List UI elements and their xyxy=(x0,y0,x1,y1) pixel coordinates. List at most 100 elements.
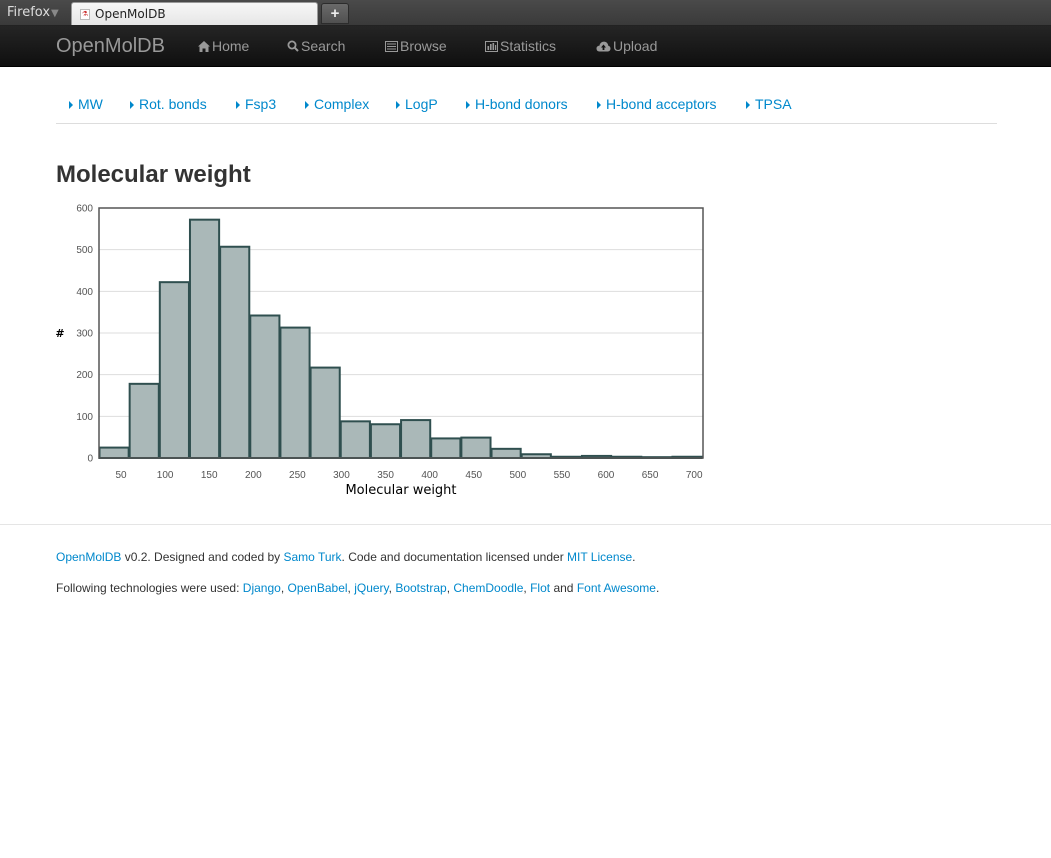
footer-bootstrap-link[interactable]: Bootstrap xyxy=(395,581,447,595)
y-axis-label: # xyxy=(55,327,64,340)
histogram-bar xyxy=(279,326,311,459)
subnav-tpsa-label: TPSA xyxy=(755,96,792,112)
histogram-bar xyxy=(98,446,130,459)
search-icon xyxy=(287,27,299,68)
flask-favicon-icon: ⚗ xyxy=(80,9,90,20)
x-axis-label: Molecular weight xyxy=(345,483,456,498)
footer-divider xyxy=(0,524,1051,525)
subnav-logp[interactable]: LogP xyxy=(396,96,438,112)
subnav-fsp3[interactable]: Fsp3 xyxy=(236,96,276,112)
browser-tab-title: OpenMolDB xyxy=(95,7,166,21)
footer-tech-intro: Following technologies were used: xyxy=(56,581,243,595)
subnav-fsp3-label: Fsp3 xyxy=(245,96,277,112)
nav-home[interactable]: Home xyxy=(198,26,249,68)
y-tick-label: 100 xyxy=(76,412,93,423)
subnav-hbond-donors[interactable]: H-bond donors xyxy=(466,96,568,112)
subnav-complex[interactable]: Complex xyxy=(305,96,369,112)
y-tick-label: 500 xyxy=(76,245,93,256)
x-tick-label: 50 xyxy=(115,470,127,481)
histogram-bar xyxy=(249,314,281,459)
subnav-rot-bonds-label: Rot. bonds xyxy=(139,96,207,112)
nav-statistics[interactable]: Statistics xyxy=(485,26,556,68)
firefox-menu-button[interactable]: Firefox▼ xyxy=(0,0,66,26)
new-tab-button[interactable]: + xyxy=(321,3,349,24)
x-tick-label: 350 xyxy=(377,470,394,481)
footer-mit-license-link[interactable]: MIT License xyxy=(567,550,633,564)
histogram-bar xyxy=(339,420,371,459)
browser-tab-strip: Firefox▼ ⚗ OpenMolDB + xyxy=(0,0,1051,26)
subnav-mw-label: MW xyxy=(78,96,103,112)
y-tick-label: 400 xyxy=(76,287,93,298)
y-tick-label: 200 xyxy=(76,370,93,381)
home-icon xyxy=(198,27,210,68)
y-tick-label: 0 xyxy=(87,454,93,465)
subnav-tpsa[interactable]: TPSA xyxy=(746,96,792,112)
caret-right-icon xyxy=(396,101,400,109)
subnav-hbond-acceptors[interactable]: H-bond acceptors xyxy=(597,96,717,112)
footer-font-awesome-link[interactable]: Font Awesome xyxy=(576,581,656,595)
x-tick-label: 200 xyxy=(245,470,262,481)
list-icon xyxy=(385,27,398,68)
x-tick-label: 250 xyxy=(289,470,306,481)
nav-search-label: Search xyxy=(301,38,346,54)
statistics-subnav: MW Rot. bonds Fsp3 Complex LogP H-bond d… xyxy=(56,92,997,124)
x-tick-label: 600 xyxy=(598,470,615,481)
histogram-bar xyxy=(369,423,402,459)
footer-openmoldb-link[interactable]: OpenMolDB xyxy=(56,550,122,564)
x-tick-label: 550 xyxy=(554,470,571,481)
histogram-bar xyxy=(400,419,432,459)
x-tick-label: 100 xyxy=(157,470,174,481)
histogram-bar xyxy=(128,382,160,459)
footer-flot-link[interactable]: Flot xyxy=(530,581,551,595)
footer-text-license: . Code and documentation licensed under xyxy=(341,550,568,564)
y-tick-label: 300 xyxy=(76,329,93,340)
footer-chemdoodle-link[interactable]: ChemDoodle xyxy=(453,581,524,595)
x-tick-label: 450 xyxy=(465,470,482,481)
subnav-hbond-donors-label: H-bond donors xyxy=(475,96,568,112)
subnav-rot-bonds[interactable]: Rot. bonds xyxy=(130,96,207,112)
nav-statistics-label: Statistics xyxy=(500,38,557,54)
nav-home-label: Home xyxy=(212,38,250,54)
footer-text-period: . xyxy=(632,550,636,564)
plus-icon: + xyxy=(330,5,340,22)
x-tick-label: 300 xyxy=(333,470,350,481)
footer-django-link[interactable]: Django xyxy=(242,581,281,595)
page-title: Molecular weight xyxy=(56,161,251,188)
brand-link[interactable]: OpenMolDB xyxy=(56,35,165,57)
subnav-complex-label: Complex xyxy=(314,96,370,112)
x-tick-label: 150 xyxy=(201,470,218,481)
caret-right-icon xyxy=(69,101,73,109)
histogram-bar xyxy=(490,447,522,459)
footer-author-link[interactable]: Samo Turk xyxy=(283,550,342,564)
footer-credits: OpenMolDB v0.2. Designed and coded by Sa… xyxy=(56,550,636,564)
histogram-bar xyxy=(219,245,251,459)
histogram-bar xyxy=(430,437,462,460)
x-tick-label: 400 xyxy=(421,470,438,481)
subnav-hbond-acceptors-label: H-bond acceptors xyxy=(606,96,717,112)
firefox-menu-label: Firefox xyxy=(7,5,51,20)
histogram-bar xyxy=(188,218,221,459)
footer-openbabel-link[interactable]: OpenBabel xyxy=(287,581,348,595)
browser-tab[interactable]: ⚗ OpenMolDB xyxy=(71,2,318,25)
subnav-logp-label: LogP xyxy=(405,96,438,112)
nav-upload[interactable]: Upload xyxy=(596,26,657,68)
subnav-mw[interactable]: MW xyxy=(69,96,103,112)
histogram-bar xyxy=(460,436,492,459)
x-tick-label: 500 xyxy=(509,470,526,481)
plot-frame xyxy=(98,207,704,459)
caret-right-icon xyxy=(236,101,240,109)
bar-chart-icon xyxy=(485,27,498,68)
histogram-bar xyxy=(158,281,190,459)
footer-text-version: v0.2. Designed and coded by xyxy=(121,550,284,564)
x-tick-label: 650 xyxy=(642,470,659,481)
footer-jquery-link[interactable]: jQuery xyxy=(354,581,389,595)
nav-search[interactable]: Search xyxy=(287,26,345,68)
x-tick-label: 700 xyxy=(686,470,703,481)
nav-upload-label: Upload xyxy=(613,38,658,54)
nav-browse[interactable]: Browse xyxy=(385,26,447,68)
navbar: OpenMolDB Home Search Browse Statistics … xyxy=(0,26,1051,67)
y-tick-label: 600 xyxy=(76,204,93,215)
nav-browse-label: Browse xyxy=(400,38,447,54)
footer-technologies: Following technologies were used: Django… xyxy=(56,581,660,595)
histogram-bar xyxy=(309,366,341,459)
